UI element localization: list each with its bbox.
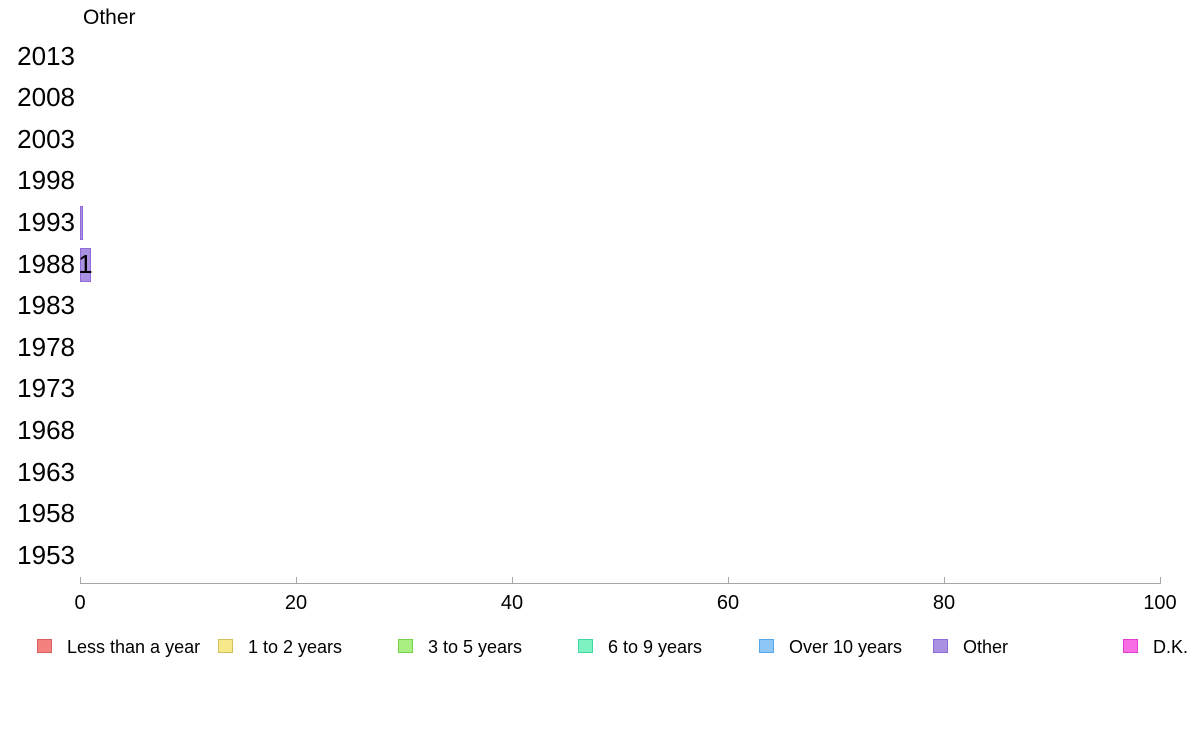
x-axis-tick (1160, 577, 1161, 583)
legend-swatch (218, 639, 233, 653)
legend-label: Less than a year (67, 637, 201, 657)
x-axis-tick-label: 40 (500, 592, 524, 614)
legend-label: 1 to 2 years (248, 637, 343, 657)
legend-swatch (1123, 639, 1138, 653)
chart-title: Other (83, 6, 136, 29)
y-axis-label: 1968 (17, 414, 75, 445)
legend-label: 6 to 9 years (608, 637, 703, 657)
y-axis-label: 1978 (17, 331, 75, 362)
legend-label: Other (963, 637, 1009, 657)
legend-swatch (933, 639, 948, 653)
y-axis-label: 1973 (17, 373, 75, 404)
x-axis-line (80, 583, 1161, 584)
legend-swatch (578, 639, 593, 653)
bar-value-label: 1 (78, 248, 93, 279)
x-axis-tick (944, 577, 945, 583)
legend-swatch (398, 639, 413, 653)
y-axis-label: 1958 (17, 498, 75, 529)
y-axis-label: 1963 (17, 456, 75, 487)
y-axis-label: 1953 (17, 539, 75, 570)
x-axis-tick-label: 80 (932, 592, 956, 614)
y-axis-label: 2013 (17, 40, 75, 71)
y-axis-label: 2003 (17, 123, 75, 154)
bar-1993[interactable] (80, 205, 83, 240)
y-axis-label: 1983 (17, 290, 75, 321)
legend-label: 3 to 5 years (428, 637, 523, 657)
x-axis-tick-label: 60 (716, 592, 740, 614)
legend-swatch (37, 639, 52, 653)
y-axis-label: 2008 (17, 82, 75, 113)
x-axis-tick (728, 577, 729, 583)
x-axis-tick-label: 100 (1143, 592, 1177, 614)
x-axis-tick (80, 577, 81, 583)
legend-swatch (759, 639, 774, 653)
x-axis-tick (512, 577, 513, 583)
legend-label: D.K. (1153, 637, 1188, 657)
x-axis-tick-label: 20 (284, 592, 308, 614)
bar-1988[interactable] (80, 247, 91, 282)
y-axis-label: 1998 (17, 165, 75, 196)
legend-label: Over 10 years (789, 637, 903, 657)
x-axis-tick-label: 0 (74, 592, 86, 614)
x-axis-tick (296, 577, 297, 583)
y-axis-label: 1993 (17, 206, 75, 237)
y-axis-label: 1988 (17, 248, 75, 279)
